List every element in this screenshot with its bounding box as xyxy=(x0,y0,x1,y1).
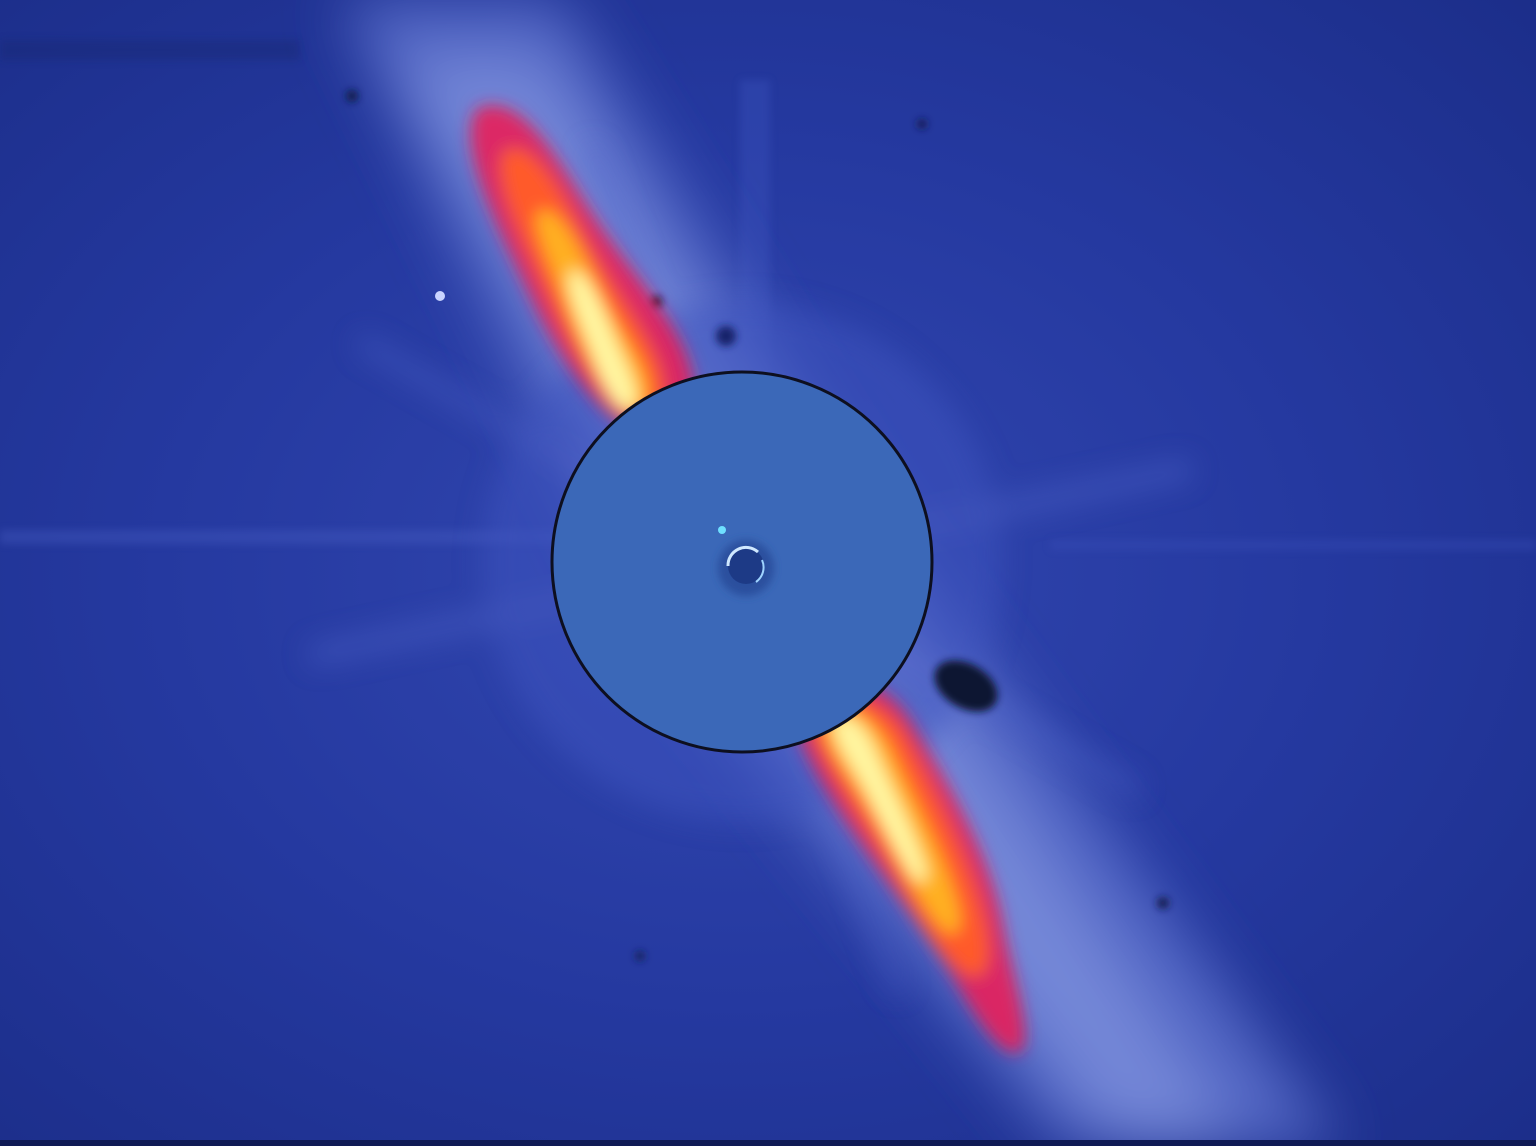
companion-point xyxy=(718,526,726,534)
disk-arm-upper xyxy=(470,105,695,435)
inner-ring xyxy=(718,540,774,596)
background-star xyxy=(435,291,445,301)
dark-blobs xyxy=(346,90,1169,961)
disk-arm-lower xyxy=(794,679,1025,1053)
bottom-border xyxy=(0,1140,1536,1146)
